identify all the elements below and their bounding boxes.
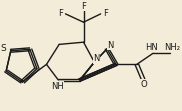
Text: NH: NH <box>51 81 64 91</box>
Text: S: S <box>1 44 6 53</box>
Text: N: N <box>93 54 99 63</box>
Text: F: F <box>103 9 108 18</box>
Text: O: O <box>141 80 147 89</box>
Text: NH₂: NH₂ <box>164 43 180 52</box>
Text: F: F <box>59 9 63 18</box>
Text: N: N <box>107 41 114 50</box>
Text: HN: HN <box>145 43 158 52</box>
Text: F: F <box>81 2 86 11</box>
